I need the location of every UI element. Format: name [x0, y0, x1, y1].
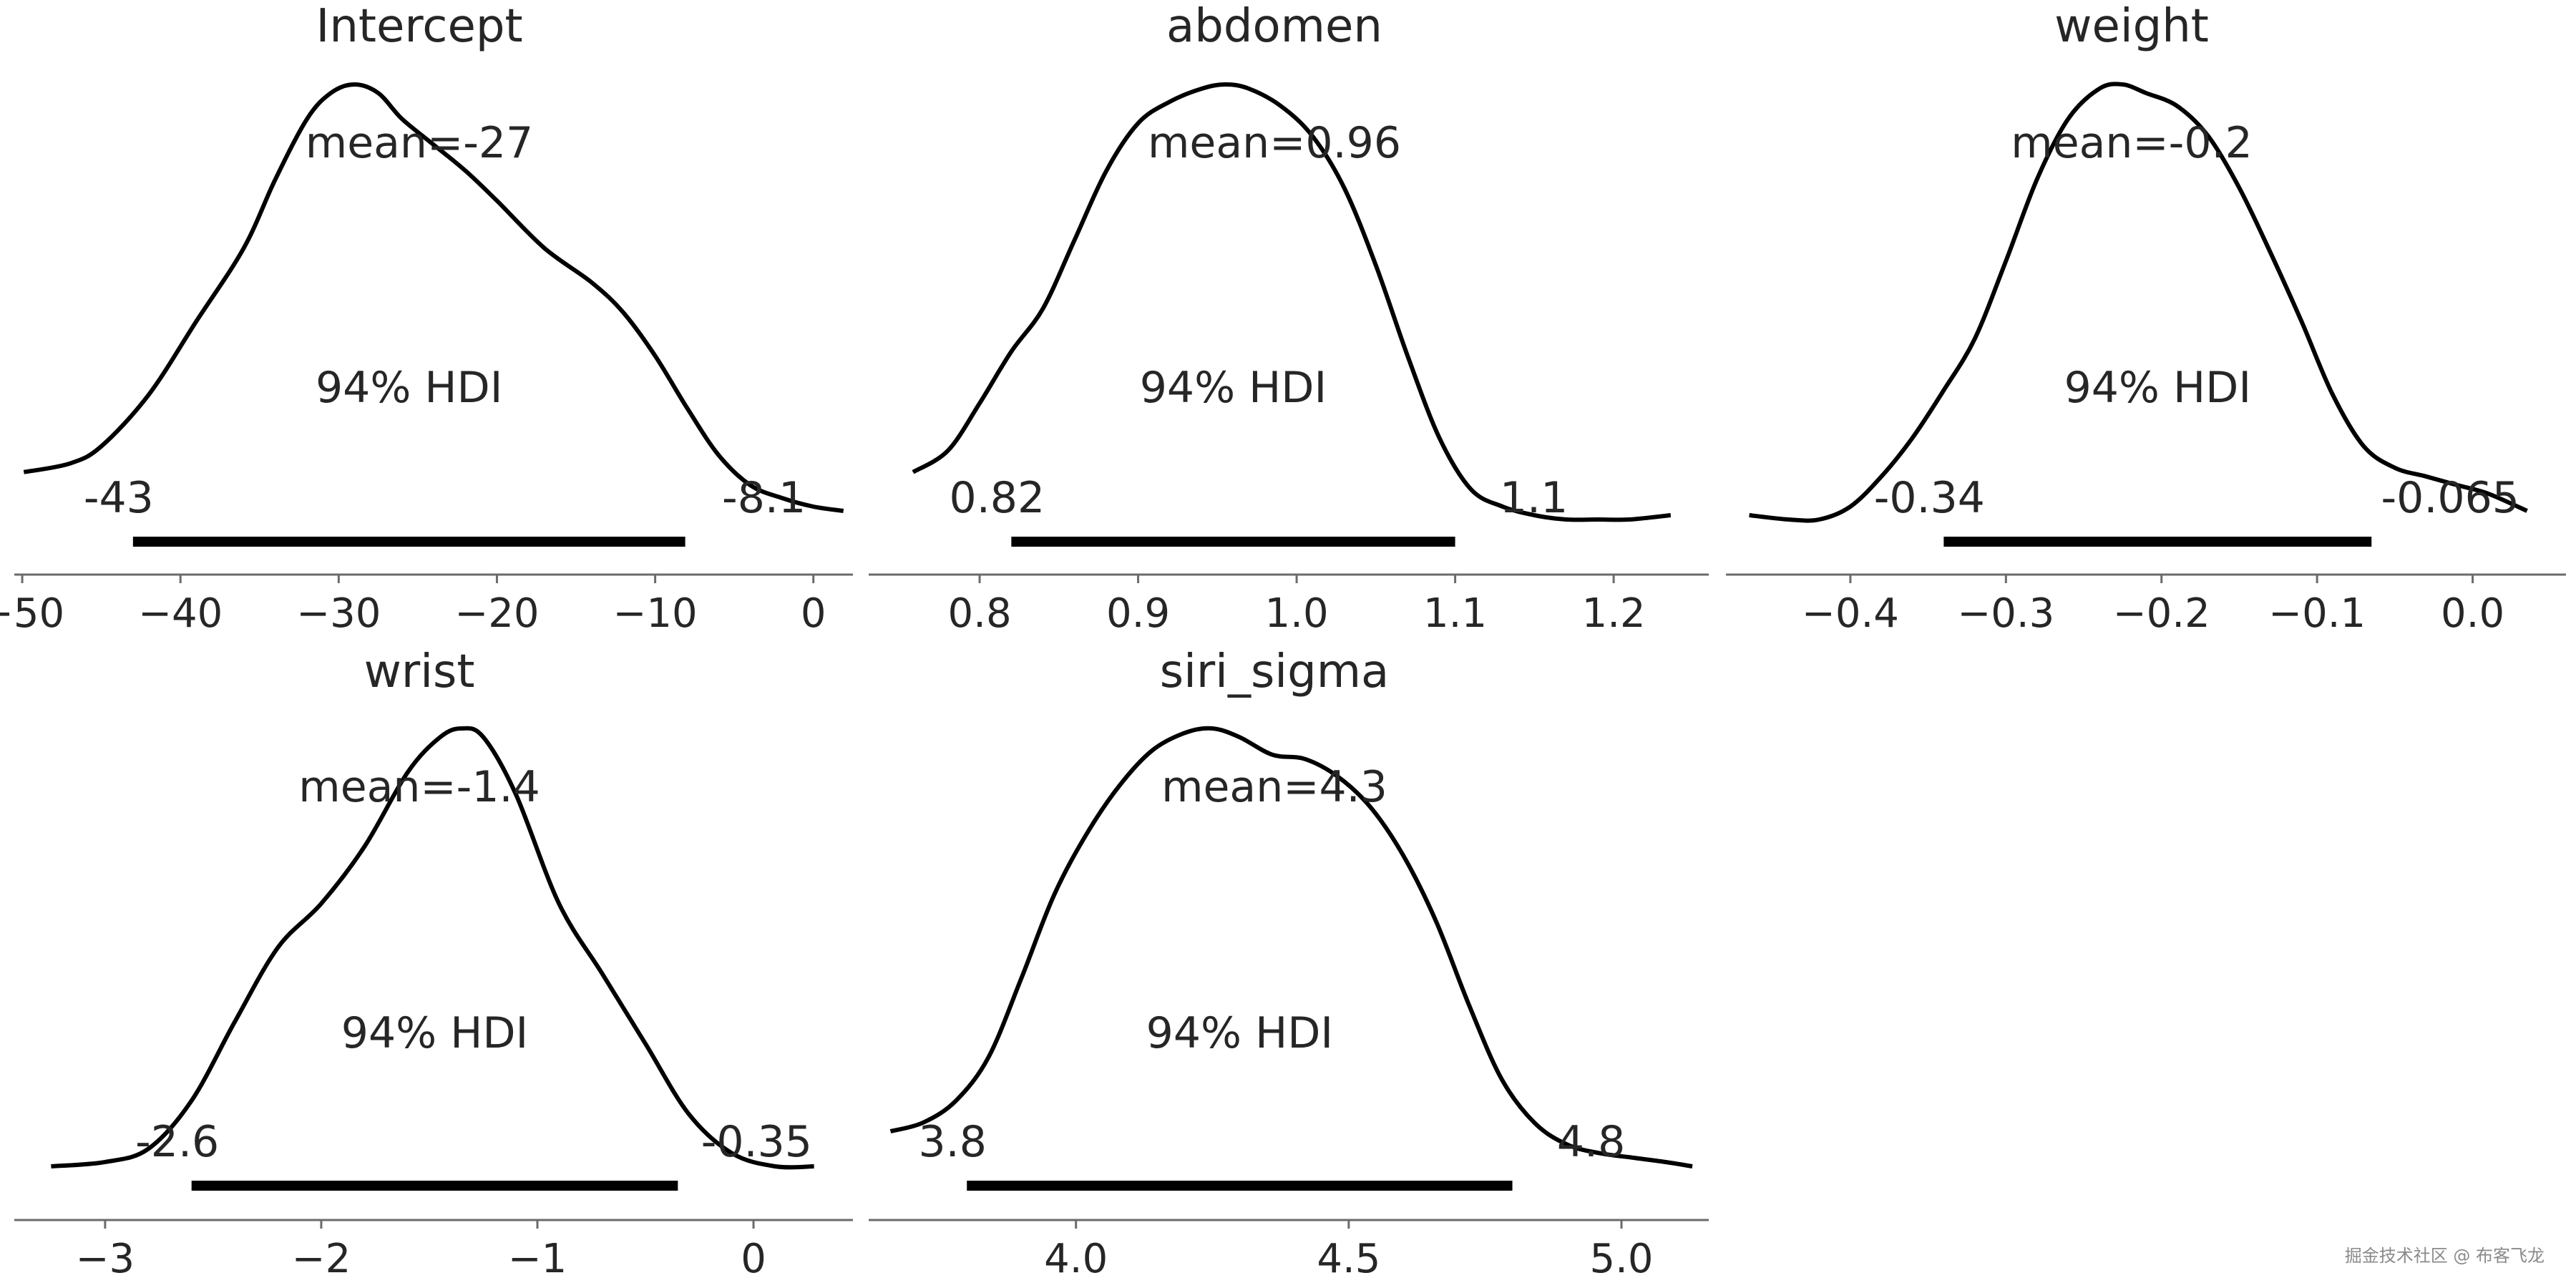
density-curve — [23, 82, 844, 513]
hdi-high-label: -8.1 — [722, 473, 806, 523]
hdi-high-label: 4.8 — [1557, 1117, 1625, 1167]
hdi-label: 94% HDI — [316, 363, 502, 413]
x-tick-label: −20 — [454, 590, 539, 637]
x-tick-label: −0.2 — [2113, 590, 2210, 637]
x-tick-label: 5.0 — [1589, 1236, 1653, 1282]
x-tick-label: −0.1 — [2268, 590, 2366, 637]
x-tick-label: 0.9 — [1106, 590, 1170, 637]
density-curve — [889, 726, 1693, 1169]
panel-title: Intercept — [316, 0, 522, 53]
x-tick-label: −0.3 — [1957, 590, 2054, 637]
x-tick-label: −30 — [296, 590, 381, 637]
panel-title: siri_sigma — [1160, 645, 1390, 698]
mean-label: mean=4.3 — [1161, 762, 1387, 812]
hdi-low-label: 0.82 — [950, 473, 1045, 523]
hdi-low-label: -43 — [84, 473, 154, 523]
watermark-text: 掘金技术社区 @ 布客飞龙 — [2344, 1246, 2545, 1266]
hdi-label: 94% HDI — [341, 1008, 528, 1058]
panel-title: wrist — [364, 645, 475, 698]
mean-label: mean=-27 — [306, 118, 533, 168]
hdi-high-label: -0.35 — [701, 1117, 812, 1167]
mean-label: mean=0.96 — [1148, 118, 1401, 168]
x-tick-label: 0 — [741, 1236, 766, 1282]
x-tick-label: 0 — [801, 590, 826, 637]
x-tick-label: −0.4 — [1802, 590, 1899, 637]
x-tick-label: −50 — [0, 590, 64, 637]
density-curve — [912, 82, 1672, 522]
density-curve — [1749, 82, 2528, 523]
panel-siri_sigma: 4.0 4.5 5.0 3.8 4.8 siri_sigma mean=4.3 94% HDI — [869, 645, 1709, 1282]
x-tick-label: 1.1 — [1423, 590, 1487, 637]
x-tick-label: 0.0 — [2441, 590, 2504, 637]
x-tick-label: −10 — [613, 590, 697, 637]
hdi-high-label: -0.065 — [2381, 473, 2519, 523]
panel-title: weight — [2054, 0, 2209, 53]
mean-label: mean=-1.4 — [298, 762, 540, 812]
x-tick-label: −3 — [76, 1236, 135, 1282]
panel-wrist: −3 −2 −1 0 -2.6 -0.35 wrist mean=-1.4 94% HDI — [14, 645, 853, 1282]
hdi-label: 94% HDI — [1146, 1008, 1333, 1058]
x-tick-label: −2 — [292, 1236, 351, 1282]
mean-label: mean=-0.2 — [2011, 118, 2253, 168]
panel-abdomen: 0.8 0.9 1.0 1.1 1.2 0.82 1.1 abdomen mean=0.96 94… — [869, 0, 1709, 637]
x-tick-label: 4.5 — [1317, 1236, 1380, 1282]
x-tick-label: −40 — [138, 590, 223, 637]
panel-title: abdomen — [1166, 0, 1382, 53]
hdi-low-label: 3.8 — [919, 1117, 987, 1167]
x-tick-label: 0.8 — [948, 590, 1012, 637]
hdi-low-label: -0.34 — [1874, 473, 1985, 523]
hdi-low-label: -2.6 — [135, 1117, 219, 1167]
panel-Intercept: −50 −40 −30 −20 −10 0 -43 -8.1 Intercept mean=-27… — [0, 0, 853, 637]
hdi-high-label: 1.1 — [1500, 473, 1568, 523]
hdi-label: 94% HDI — [1140, 363, 1327, 413]
hdi-label: 94% HDI — [2064, 363, 2251, 413]
x-tick-label: 1.2 — [1582, 590, 1646, 637]
density-curve — [51, 726, 814, 1170]
x-tick-label: 1.0 — [1265, 590, 1329, 637]
panel-weight: −0.4 −0.3 −0.2 −0.1 0.0 -0.34 -0.065 weight mean… — [1726, 0, 2566, 637]
x-tick-label: 4.0 — [1044, 1236, 1108, 1282]
x-tick-label: −1 — [508, 1236, 567, 1282]
